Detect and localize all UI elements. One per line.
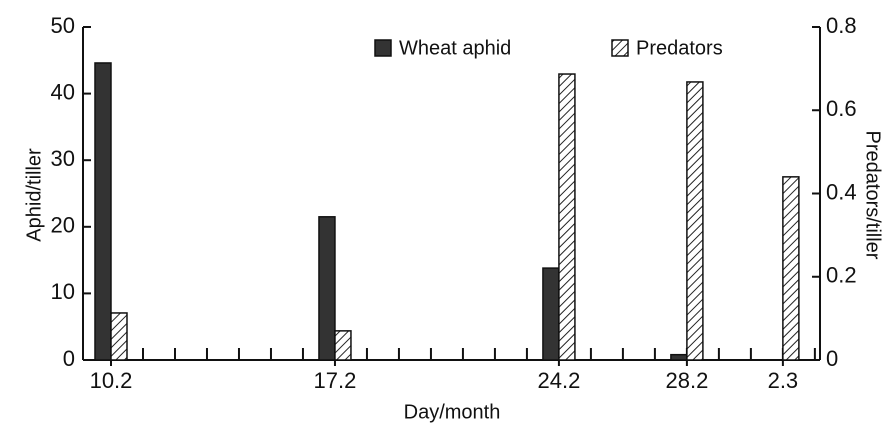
bar xyxy=(782,176,800,361)
y-tick-label: 30 xyxy=(51,146,75,171)
y2-tick-label: 0 xyxy=(826,346,838,371)
y-axis-label: Aphid/tiller xyxy=(23,148,45,242)
x-axis-label: Day/month xyxy=(404,401,501,423)
bar xyxy=(110,312,128,361)
y-tick-label: 40 xyxy=(51,79,75,104)
y-tick-label: 20 xyxy=(51,213,75,238)
x-tick-label: 24.2 xyxy=(538,368,581,393)
y-tick-label: 50 xyxy=(51,13,75,38)
bar xyxy=(686,81,704,361)
y-tick-label: 0 xyxy=(63,346,75,371)
bar xyxy=(334,330,352,361)
bar xyxy=(94,62,112,361)
y2-axis-label: Predators/tiller xyxy=(862,131,884,260)
x-tick-label: 17.2 xyxy=(314,368,357,393)
x-tick-label: 2.3 xyxy=(768,368,799,393)
legend-label: Wheat aphid xyxy=(399,37,511,59)
x-tick-label: 28.2 xyxy=(665,368,708,393)
bar xyxy=(558,73,576,361)
legend-swatch xyxy=(374,39,392,57)
y2-tick-label: 0.4 xyxy=(826,179,857,204)
x-tick-label: 10.2 xyxy=(90,368,133,393)
legend-label: Predators xyxy=(636,37,723,59)
y-tick-label: 10 xyxy=(51,279,75,304)
bar xyxy=(318,216,336,361)
bar xyxy=(670,353,688,361)
y2-tick-label: 0.2 xyxy=(826,263,857,288)
bar xyxy=(542,267,560,361)
legend-swatch xyxy=(611,39,629,57)
y2-tick-label: 0.6 xyxy=(826,96,857,121)
y2-tick-label: 0.8 xyxy=(826,13,857,38)
